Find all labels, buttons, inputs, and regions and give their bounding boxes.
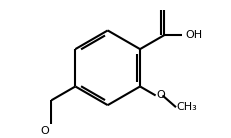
Text: CH₃: CH₃ xyxy=(176,102,197,112)
Text: OH: OH xyxy=(185,30,202,40)
Text: O: O xyxy=(156,90,164,100)
Text: O: O xyxy=(40,126,49,136)
